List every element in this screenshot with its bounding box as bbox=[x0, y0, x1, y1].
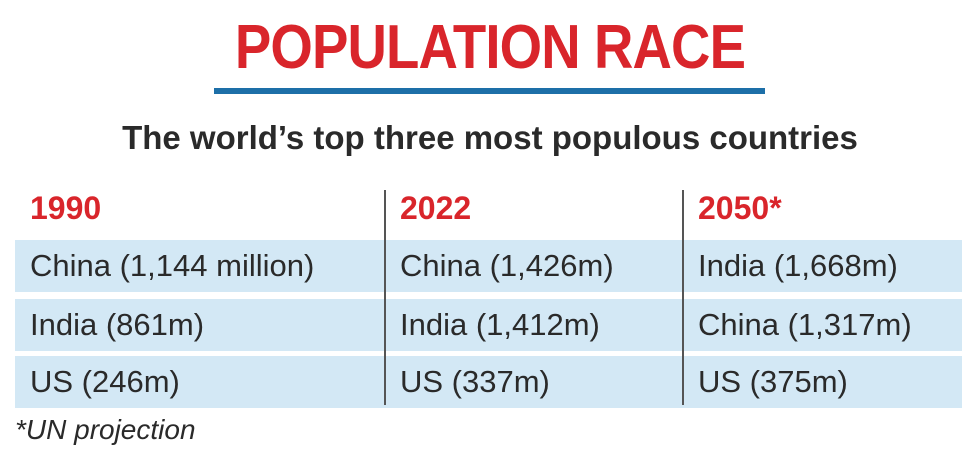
year-header-2050: 2050* bbox=[698, 190, 782, 226]
table-cell: US (246m) bbox=[30, 364, 180, 399]
table-cell: China (1,426m) bbox=[400, 248, 614, 283]
table-cell: India (861m) bbox=[30, 307, 205, 342]
footnote: *UN projection bbox=[15, 414, 196, 445]
year-header-2022: 2022 bbox=[400, 190, 472, 226]
page-title: POPULATION RACE bbox=[234, 13, 746, 82]
table-cell: China (1,144 million) bbox=[30, 248, 315, 283]
column-divider bbox=[384, 190, 386, 405]
table-row: China (1,144 million) China (1,426m) Ind… bbox=[15, 240, 962, 292]
table-cell: China (1,317m) bbox=[698, 307, 912, 342]
table-row: US (246m) US (337m) US (375m) bbox=[15, 356, 962, 408]
page-subtitle: The world’s top three most populous coun… bbox=[122, 119, 858, 156]
column-divider bbox=[682, 190, 684, 405]
table-cell: India (1,668m) bbox=[698, 248, 898, 283]
table-cell: India (1,412m) bbox=[400, 307, 600, 342]
title-underline bbox=[214, 88, 765, 94]
table-cell: US (375m) bbox=[698, 364, 848, 399]
year-header-1990: 1990 bbox=[30, 190, 102, 226]
table-cell: US (337m) bbox=[400, 364, 550, 399]
table-row: India (861m) India (1,412m) China (1,317… bbox=[15, 299, 962, 351]
